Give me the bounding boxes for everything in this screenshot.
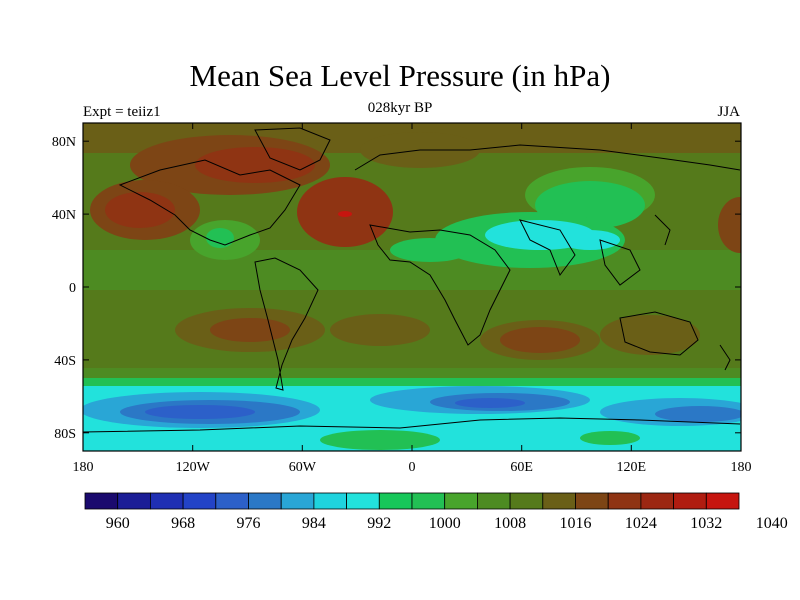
lon-tick-label: 0 — [409, 460, 416, 475]
lon-tick-label: 120W — [176, 460, 211, 475]
lon-tick-label: 60W — [289, 460, 317, 475]
colorbar-swatch — [280, 492, 315, 510]
colorbar-swatch — [182, 492, 217, 510]
colorbar-swatch — [346, 492, 380, 510]
colorbar-label: 984 — [302, 515, 326, 532]
colorbar-label: 968 — [171, 515, 195, 532]
experiment-label: Expt = teiiz1 — [83, 104, 161, 120]
colorbar-label: 1016 — [560, 515, 592, 532]
lat-tick-label: 40S — [54, 354, 76, 369]
colorbar-swatch — [248, 492, 282, 510]
colorbar-swatch — [215, 492, 249, 510]
colorbar-swatch — [673, 492, 707, 510]
colorbar-swatch — [640, 492, 675, 510]
season-label: JJA — [717, 104, 740, 120]
colorbar-swatch — [117, 492, 151, 510]
colorbar-swatch — [444, 492, 478, 510]
colorbar-label: 1000 — [429, 515, 461, 532]
colorbar-swatch — [705, 492, 740, 510]
colorbar-label: 992 — [367, 515, 391, 532]
colorbar-swatch — [542, 492, 576, 510]
colorbar-label: 1024 — [625, 515, 657, 532]
coastlines — [83, 127, 741, 433]
colorbar-swatch — [149, 492, 184, 510]
colorbar-label: 960 — [106, 515, 130, 532]
lat-tick-label: 0 — [69, 281, 76, 296]
colorbar-swatch — [84, 492, 119, 510]
lon-axis: 180 120W 60W 0 60E 120E 180 — [73, 123, 752, 475]
lat-tick-label: 80N — [52, 135, 76, 150]
lon-tick-label: 60E — [510, 460, 533, 475]
map-subtitle: 028kyr BP — [367, 100, 433, 116]
colorbar-swatch — [509, 492, 544, 510]
colorbar: 960 968 976 984 992 1000 1008 1016 1024 1032 1040 — [84, 492, 788, 532]
lat-tick-label: 40N — [52, 208, 76, 223]
lon-tick-label: 120E — [617, 460, 647, 475]
pressure-field — [83, 123, 741, 451]
colorbar-swatch — [411, 492, 446, 510]
colorbar-swatch — [313, 492, 347, 510]
colorbar-label: 976 — [237, 515, 261, 532]
colorbar-label: 1008 — [494, 515, 526, 532]
colorbar-swatch — [476, 492, 511, 510]
lat-tick-label: 80S — [54, 427, 76, 442]
colorbar-swatch — [378, 492, 413, 510]
colorbar-swatch — [575, 492, 609, 510]
colorbar-swatch — [607, 492, 642, 510]
lat-axis: 80N 40N 0 40S 80S — [52, 135, 741, 442]
map-title: Mean Sea Level Pressure (in hPa) — [189, 58, 611, 93]
colorbar-label: 1032 — [690, 515, 722, 532]
lon-tick-label: 180 — [73, 460, 94, 475]
colorbar-label: 1040 — [756, 515, 788, 532]
lon-tick-label: 180 — [731, 460, 752, 475]
